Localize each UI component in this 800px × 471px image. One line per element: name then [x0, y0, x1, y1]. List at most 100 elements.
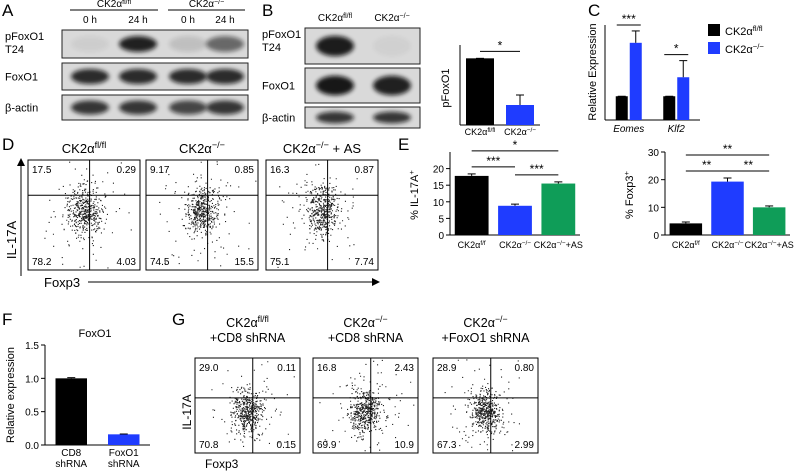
quadrant-value: 0.29	[117, 165, 137, 176]
text-part: CK2α	[62, 141, 95, 156]
quadrant-value: 16.3	[270, 165, 290, 176]
lane-label: 0 h	[83, 15, 97, 26]
text-part: CK2α	[463, 316, 495, 330]
superscript: −/−	[527, 127, 536, 134]
superscript: fl/fl	[487, 127, 495, 134]
text-part: CK2α	[318, 13, 343, 24]
text-line: +CD8 shRNA	[328, 331, 404, 345]
text-part: CK2α	[499, 240, 522, 250]
quadrant-value: 70.8	[199, 440, 219, 451]
blot-row-label: pFoxO1 T24	[262, 29, 301, 54]
significance-label: ***	[486, 154, 500, 168]
y-axis-title: pFoxO1	[440, 68, 452, 107]
superscript: −/−	[767, 240, 776, 247]
quadrant-value: 9.17	[150, 165, 170, 176]
text-part: CK2α	[97, 0, 122, 10]
blot-row-label: FoxO1	[5, 72, 38, 84]
plot-title: CK2α−/− +CD8 shRNA	[328, 314, 404, 345]
x-tick-label: CK2αf/f	[672, 240, 700, 251]
text-line: CK2α−/−	[343, 314, 387, 330]
blot-row-label: β-actin	[5, 103, 38, 115]
y-tick-label: 0	[438, 231, 444, 242]
significance-label: *	[498, 38, 503, 52]
bar	[55, 378, 87, 445]
bar	[663, 96, 676, 120]
text-part: CK2α	[458, 240, 481, 250]
panel-label: A	[2, 1, 14, 20]
panel-label: E	[398, 135, 409, 154]
significance-label: ***	[530, 162, 544, 176]
text-part: CK2α	[725, 26, 753, 38]
text-line: CK2α−/−	[463, 314, 507, 330]
superscript: −/−	[734, 240, 743, 247]
panel-label: C	[588, 1, 600, 20]
text-part: CK2α	[504, 127, 527, 137]
quadrant-value: 2.99	[515, 440, 535, 451]
x-tick-label: Eomes	[613, 124, 644, 135]
quadrant-value: 0.85	[235, 165, 255, 176]
significance-label: *	[674, 42, 679, 56]
quadrant-value: 16.8	[317, 363, 337, 374]
text-line: T24	[262, 42, 281, 54]
superscript: fl/fl	[753, 24, 763, 33]
superscript: −/−	[522, 240, 531, 247]
text-part: CK2α	[179, 141, 212, 156]
blot-band	[206, 68, 244, 85]
text-part: CK2α	[725, 44, 753, 56]
significance-label: **	[723, 142, 733, 156]
legend-swatch	[708, 24, 720, 36]
bar	[615, 96, 628, 120]
text-line: pFoxO1	[5, 31, 44, 43]
y-axis-title: % Foxp3+	[622, 171, 637, 219]
quadrant-value: 78.2	[32, 257, 52, 268]
text-part: CK2α	[283, 141, 316, 156]
plot-title: CK2α−/− + AS	[283, 140, 361, 156]
x-tick-label: CD8 shRNA	[55, 448, 87, 470]
bar	[466, 58, 494, 126]
text-part: CK2α	[712, 240, 735, 250]
plot-frame	[265, 159, 379, 271]
text-part: CK2α	[226, 316, 258, 330]
y-tick-label: 5	[438, 214, 444, 225]
legend-swatch	[708, 42, 720, 54]
blot-row-label: pFoxO1 T24	[5, 31, 44, 56]
text-line: T24	[5, 44, 24, 56]
lane-label: 24 h	[128, 15, 147, 26]
quadrant-value: 29.0	[199, 363, 219, 374]
quadrant-value: 17.5	[32, 165, 52, 176]
y-tick-label: 10	[433, 198, 445, 209]
lane-label: CK2αfl/fl	[318, 13, 353, 25]
blot-band	[373, 75, 411, 96]
text-part: % Foxp3	[624, 176, 636, 219]
blot-band	[119, 68, 157, 85]
y-tick-label: 0.0	[25, 441, 39, 452]
chart-title: FoxO1	[78, 328, 111, 340]
y-tick-label: 30	[648, 148, 660, 159]
superscript: fl/fl	[258, 314, 269, 324]
y-axis-title: % IL-17A+	[407, 170, 422, 220]
superscript: fl/fl	[95, 140, 107, 150]
event-dots	[277, 163, 358, 268]
x-axis-title: Foxp3	[44, 275, 80, 290]
event-dots	[319, 359, 415, 452]
y-tick-label: 1.5	[25, 341, 39, 352]
superscript: fl/fl	[343, 13, 352, 20]
text-line: CD8	[61, 448, 81, 459]
text-part: CK2α	[374, 13, 399, 24]
event-dots	[444, 359, 520, 452]
bar	[711, 181, 744, 235]
blot-band	[316, 111, 354, 124]
lane-label: CK2α−/−	[374, 13, 409, 25]
x-tick-label: CK2α−/−	[712, 240, 744, 251]
plot-title: CK2αfl/fl	[62, 140, 106, 156]
panel-label: D	[2, 135, 14, 154]
blot-band	[316, 35, 354, 57]
plot-title: CK2αfl/fl +CD8 shRNA	[210, 314, 286, 345]
y-axis-title: IL-17A	[4, 221, 19, 260]
y-tick-label: 1.0	[25, 374, 39, 385]
x-tick-label: CK2αf/f	[458, 240, 486, 251]
quadrant-value: 2.43	[395, 363, 415, 374]
text-line: shRNA	[108, 459, 140, 470]
legend-label: CK2α−/−	[725, 42, 764, 57]
